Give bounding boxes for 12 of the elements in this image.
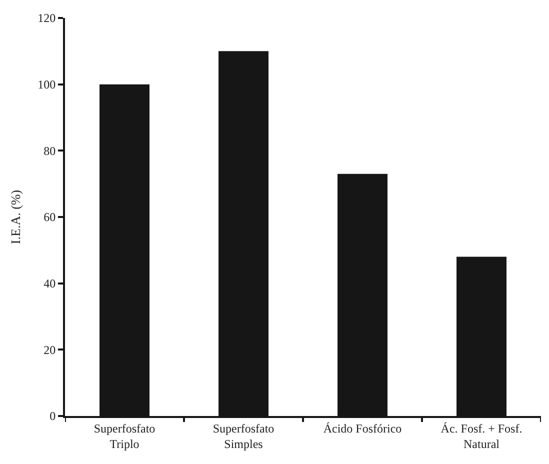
y-tick-label: 0 bbox=[50, 409, 56, 424]
y-tick-label: 80 bbox=[44, 144, 56, 158]
y-tick-label: 120 bbox=[38, 11, 56, 26]
x-tick-label: Ác. Fosf. + Fosf. Natural bbox=[440, 421, 522, 451]
y-axis-title: I.E.A. (%) bbox=[8, 190, 24, 244]
x-tick-label: Superfosfato Simples bbox=[212, 421, 274, 451]
x-tick-label: Superfosfato Triplo bbox=[94, 421, 156, 451]
y-tick-label: 100 bbox=[38, 78, 56, 92]
y-tick-label: 20 bbox=[44, 342, 56, 357]
y-tick-label: 60 bbox=[44, 210, 56, 224]
x-tick-label: Ácido Fosfórico bbox=[323, 421, 402, 436]
y-tick-label: 40 bbox=[44, 276, 56, 291]
